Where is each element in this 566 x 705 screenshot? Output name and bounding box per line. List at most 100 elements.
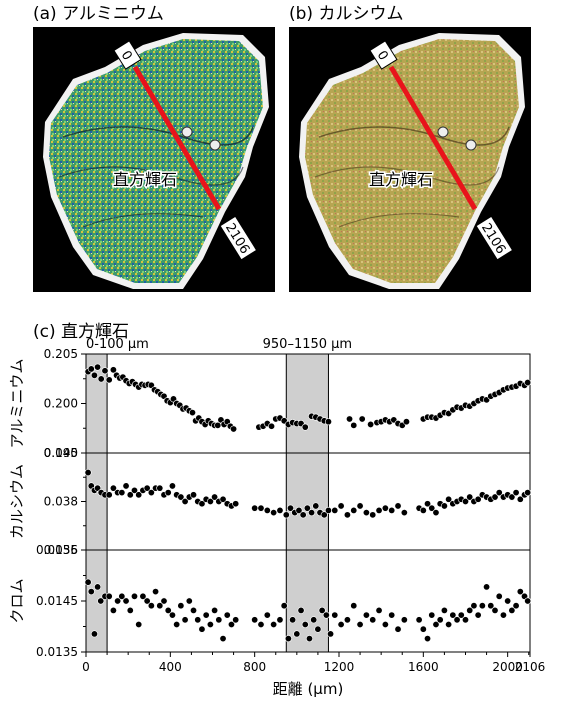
data-point (116, 374, 124, 382)
data-point (402, 418, 410, 426)
data-point (487, 495, 495, 503)
data-point (164, 606, 172, 614)
data-point (440, 606, 448, 614)
data-point (101, 367, 109, 375)
data-point (211, 493, 219, 501)
data-point (185, 493, 193, 501)
series-label: アルミニウム (8, 359, 26, 449)
x-axis-label: 距離 (μm) (273, 680, 344, 698)
data-point (114, 597, 122, 605)
data-point (432, 414, 440, 422)
data-point (144, 380, 152, 388)
data-point (143, 484, 151, 492)
data-point (284, 635, 292, 643)
data-point (206, 620, 214, 628)
data-point (466, 493, 474, 501)
data-point (394, 502, 402, 510)
data-point (118, 489, 126, 497)
data-point (143, 597, 151, 605)
data-point (524, 597, 532, 605)
data-point (192, 417, 200, 425)
data-point (491, 493, 499, 501)
data-point (84, 368, 92, 376)
data-point (130, 592, 138, 600)
data-point (436, 411, 444, 419)
data-point (215, 497, 223, 505)
data-point (521, 381, 529, 389)
data-point (101, 491, 109, 499)
data-point (375, 606, 383, 614)
data-point (160, 491, 168, 499)
data-point (198, 418, 206, 426)
data-point (90, 630, 98, 638)
data-point (201, 420, 209, 428)
data-point (318, 606, 326, 614)
transect-line (388, 65, 478, 211)
data-point (198, 625, 206, 633)
data-point (176, 401, 184, 409)
series-label: カルシウム (8, 464, 26, 539)
data-point (214, 421, 222, 429)
data-point (94, 583, 102, 591)
data-point (232, 616, 240, 624)
data-point (182, 404, 190, 412)
data-point (305, 635, 313, 643)
data-point (202, 495, 210, 503)
data-point (177, 602, 185, 610)
data-point (449, 500, 457, 508)
data-point (388, 506, 396, 514)
data-point (512, 382, 520, 390)
data-point (457, 495, 465, 503)
data-point (508, 606, 516, 614)
data-point (297, 420, 305, 428)
data-point (516, 588, 524, 596)
data-point (491, 606, 499, 614)
data-point (358, 415, 366, 423)
data-point (84, 578, 92, 586)
data-point (287, 504, 295, 512)
data-point (390, 416, 398, 424)
data-point (113, 371, 121, 379)
data-point (251, 616, 259, 624)
data-point (487, 602, 495, 610)
data-point (293, 420, 301, 428)
data-point (163, 397, 171, 405)
data-point (343, 616, 351, 624)
data-point (207, 420, 215, 428)
data-point (440, 502, 448, 510)
data-point (272, 415, 280, 423)
data-point (394, 420, 402, 428)
data-point (128, 378, 136, 386)
data-point (512, 602, 520, 610)
x-tick-label: 800 (243, 660, 266, 674)
data-point (297, 606, 305, 614)
data-point (466, 606, 474, 614)
data-point (499, 386, 507, 394)
data-point (291, 509, 299, 517)
data-point (343, 511, 351, 519)
data-point (130, 486, 138, 494)
data-point (312, 413, 320, 421)
data-point (173, 491, 181, 499)
data-point (324, 506, 332, 514)
highlight-label: 950–1150 μm (263, 337, 352, 352)
data-point (87, 588, 95, 596)
data-point (470, 399, 478, 407)
data-point (122, 377, 130, 385)
y-tick-label: 0.040 (44, 446, 78, 460)
data-point (415, 504, 423, 512)
data-point (181, 497, 189, 505)
data-point (381, 416, 389, 424)
data-point (504, 597, 512, 605)
data-point (126, 606, 134, 614)
data-point (483, 396, 491, 404)
data-point (156, 484, 164, 492)
y-tick-label: 0.205 (44, 347, 78, 361)
data-point (109, 366, 117, 374)
data-point (301, 620, 309, 628)
x-tick-label: 0 (82, 660, 90, 674)
data-point (436, 500, 444, 508)
data-point (105, 491, 113, 499)
data-point (276, 506, 284, 514)
data-point (461, 401, 469, 409)
